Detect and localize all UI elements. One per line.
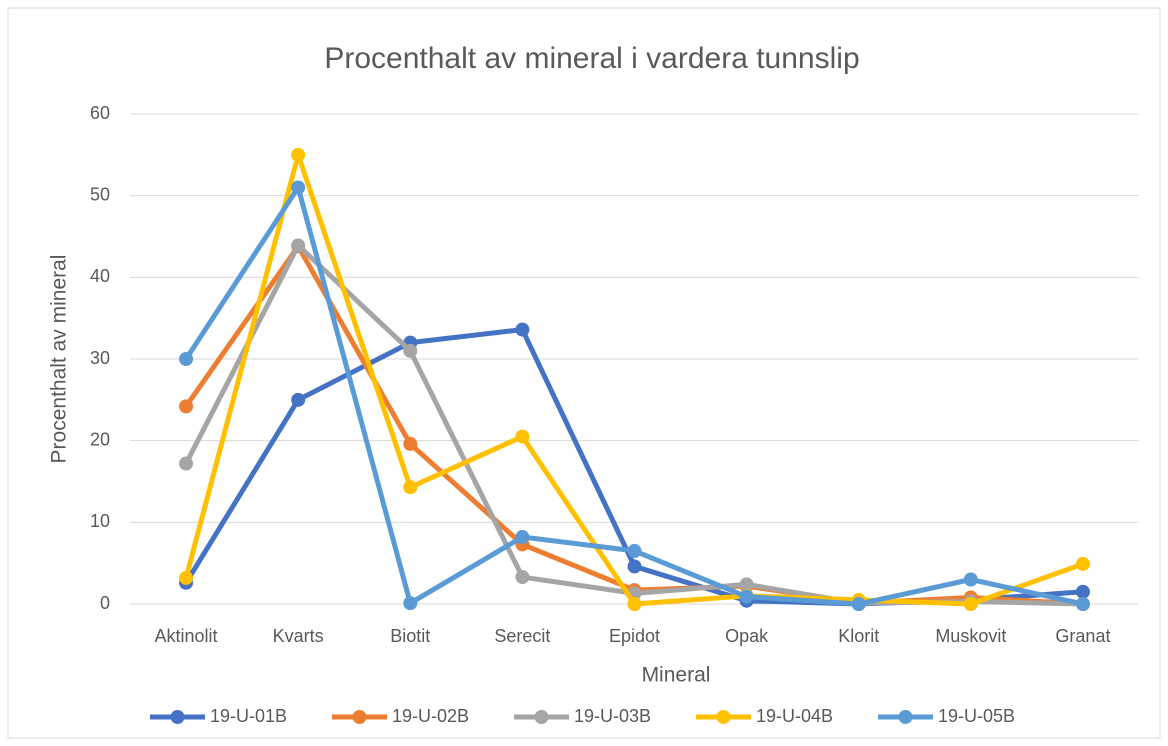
data-point: [291, 147, 306, 162]
y-tick-label: 30: [90, 348, 110, 368]
data-point: [963, 597, 978, 611]
x-tick-label: Kvarts: [273, 626, 324, 646]
y-axis-label: Procenthalt av mineral: [48, 255, 71, 464]
y-tick-label: 10: [90, 511, 110, 531]
data-point: [515, 530, 530, 545]
data-point: [179, 399, 194, 414]
data-point: [179, 570, 194, 585]
data-point: [515, 429, 530, 444]
data-point: [291, 180, 306, 195]
x-tick-label: Opak: [725, 626, 769, 646]
legend-marker: [352, 710, 367, 724]
legend-label: 19-U-02B: [392, 706, 469, 726]
data-point: [179, 352, 194, 366]
legend-marker: [716, 710, 731, 724]
data-point: [627, 597, 642, 611]
data-point: [403, 480, 418, 495]
x-tick-label: Epidot: [609, 626, 660, 646]
x-tick-label: Granat: [1055, 626, 1110, 646]
chart-border: [7, 7, 1161, 739]
legend-marker: [170, 710, 185, 724]
data-point: [403, 596, 418, 611]
data-point: [515, 570, 530, 585]
legend-label: 19-U-03B: [574, 706, 651, 726]
data-point: [627, 543, 642, 558]
legend-label: 19-U-05B: [938, 706, 1015, 726]
data-point: [739, 589, 754, 604]
data-point: [403, 436, 418, 451]
data-point: [403, 343, 418, 358]
data-point: [179, 456, 194, 471]
chart-title: Procenthalt av mineral i vardera tunnsli…: [324, 42, 859, 75]
data-point: [291, 238, 306, 253]
data-point: [627, 559, 642, 574]
data-point: [1075, 556, 1090, 571]
y-tick-label: 40: [90, 266, 110, 286]
y-tick-label: 0: [100, 593, 110, 613]
data-point: [515, 322, 530, 337]
data-point: [1075, 584, 1090, 599]
data-point: [291, 392, 306, 407]
x-axis-label: Mineral: [642, 664, 711, 687]
x-tick-label: Klorit: [838, 626, 879, 646]
data-point: [739, 577, 754, 592]
y-tick-label: 60: [90, 103, 110, 123]
data-point: [963, 572, 978, 587]
legend-label: 19-U-04B: [756, 706, 833, 726]
x-tick-label: Muskovit: [935, 626, 1006, 646]
data-point: [1075, 597, 1090, 611]
legend-label: 19-U-01B: [210, 706, 287, 726]
legend-marker: [534, 710, 549, 724]
y-tick-label: 50: [90, 184, 110, 204]
legend-marker: [898, 710, 913, 724]
x-tick-label: Serecit: [494, 626, 550, 646]
data-point: [851, 597, 866, 611]
x-tick-label: Aktinolit: [155, 626, 218, 646]
x-tick-label: Biotit: [390, 626, 430, 646]
y-tick-label: 20: [90, 429, 110, 449]
